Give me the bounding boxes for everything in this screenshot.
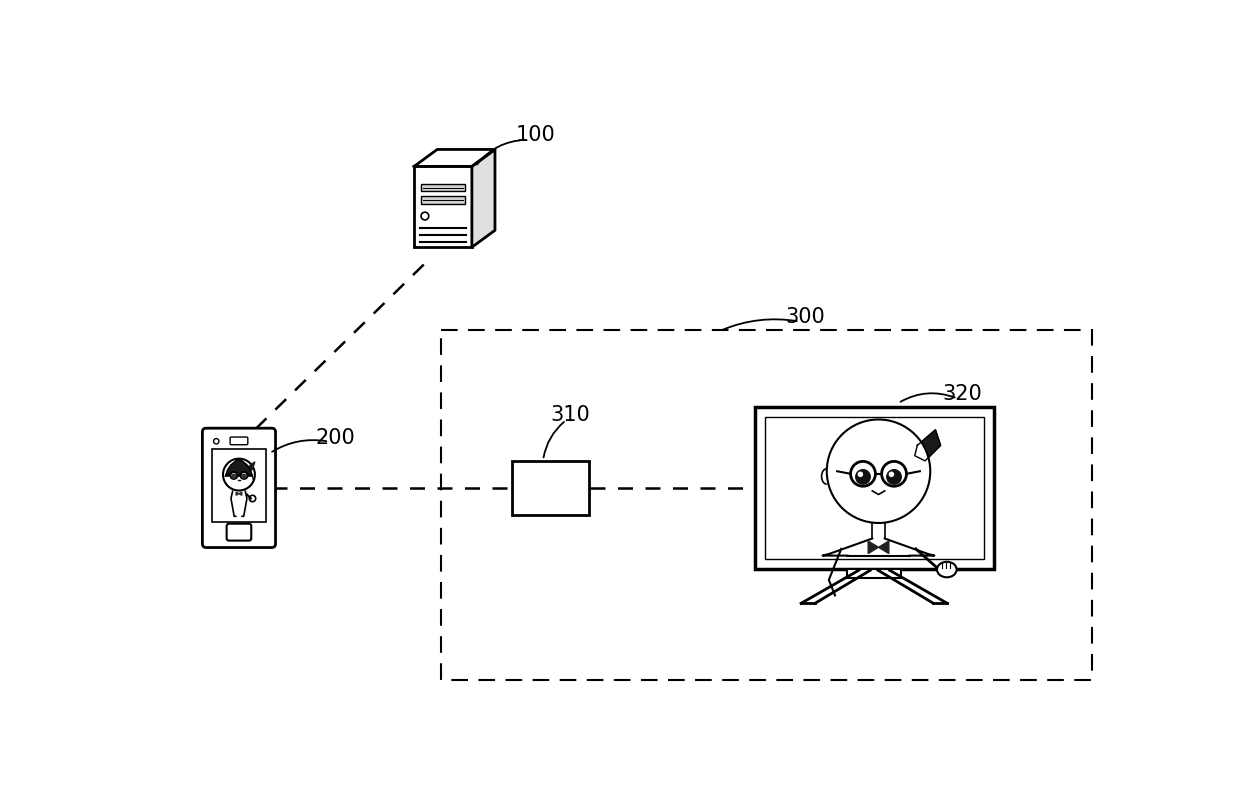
Ellipse shape xyxy=(937,561,956,577)
FancyBboxPatch shape xyxy=(202,428,275,547)
Bar xyxy=(422,196,465,204)
Text: 300: 300 xyxy=(785,307,825,327)
Circle shape xyxy=(422,213,429,220)
Polygon shape xyxy=(248,462,255,471)
Text: 310: 310 xyxy=(551,404,590,425)
Circle shape xyxy=(882,462,906,486)
Circle shape xyxy=(242,474,246,478)
Circle shape xyxy=(827,419,930,523)
Bar xyxy=(441,330,1092,680)
Bar xyxy=(512,461,589,515)
Polygon shape xyxy=(832,422,928,505)
Text: 200: 200 xyxy=(315,427,355,448)
Polygon shape xyxy=(868,541,878,554)
Bar xyxy=(755,407,993,569)
Bar xyxy=(422,184,465,191)
Circle shape xyxy=(887,469,901,485)
Polygon shape xyxy=(414,149,495,167)
Polygon shape xyxy=(915,430,941,461)
Circle shape xyxy=(232,474,236,478)
Polygon shape xyxy=(472,149,495,247)
Polygon shape xyxy=(236,492,239,496)
Circle shape xyxy=(231,472,237,479)
FancyBboxPatch shape xyxy=(227,523,252,541)
Bar xyxy=(847,569,901,578)
Circle shape xyxy=(223,458,255,491)
Polygon shape xyxy=(239,492,242,496)
Circle shape xyxy=(856,469,870,485)
Circle shape xyxy=(241,472,248,479)
Polygon shape xyxy=(878,541,889,554)
Bar xyxy=(414,167,472,247)
FancyBboxPatch shape xyxy=(231,437,248,445)
Circle shape xyxy=(889,473,894,477)
Circle shape xyxy=(858,473,863,477)
Bar xyxy=(765,417,983,559)
Circle shape xyxy=(213,439,219,444)
Circle shape xyxy=(851,462,875,486)
Polygon shape xyxy=(226,459,253,476)
Circle shape xyxy=(249,496,255,502)
Bar xyxy=(212,449,265,522)
Text: 100: 100 xyxy=(516,125,556,145)
Text: 320: 320 xyxy=(942,384,982,404)
